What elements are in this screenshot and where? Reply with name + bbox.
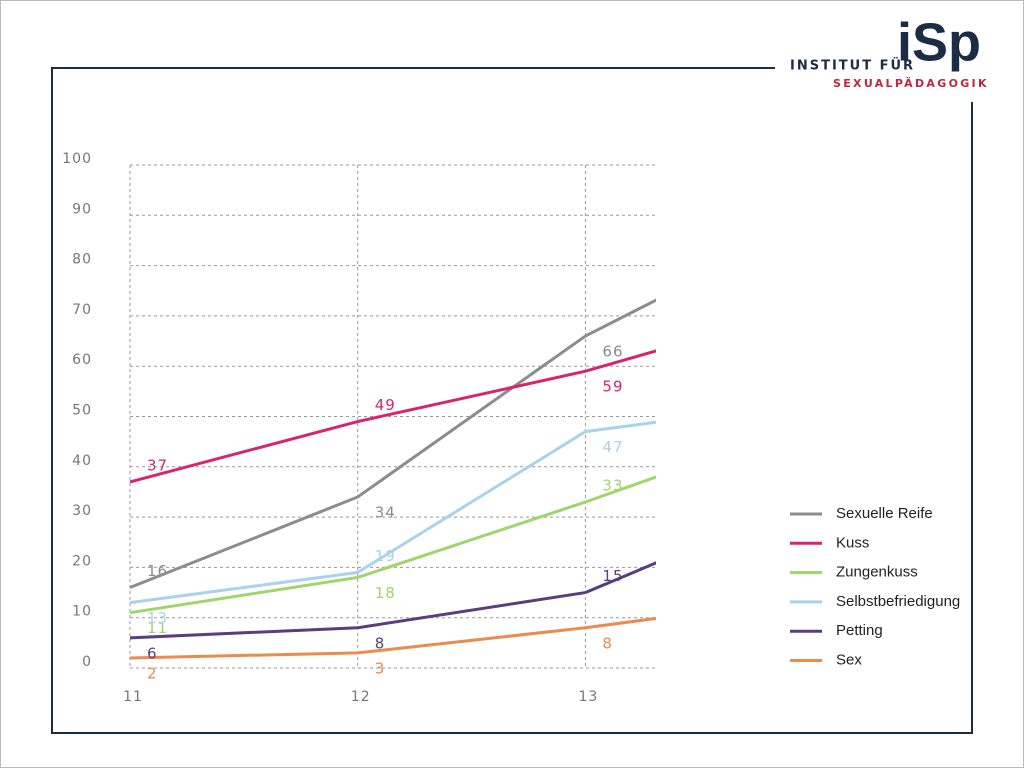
logo-line2: SEXUALPÄDAGOGIK — [833, 76, 989, 90]
data-label: 15 — [602, 567, 623, 585]
y-tick-label: 30 — [72, 503, 92, 519]
series-line — [129, 349, 656, 484]
data-label: 3 — [375, 659, 386, 677]
legend-label: Kuss — [836, 534, 869, 551]
y-tick-label: 50 — [72, 403, 92, 419]
data-label: 66 — [602, 343, 623, 361]
y-tick-label: 40 — [72, 453, 92, 469]
data-label: 13 — [147, 609, 168, 627]
data-label: 59 — [602, 378, 623, 396]
y-tick-label: 60 — [72, 352, 92, 368]
series-line — [129, 561, 656, 640]
y-tick-label: 70 — [72, 302, 92, 318]
x-tick-label: 13 — [578, 689, 598, 705]
y-tick-label: 20 — [72, 553, 92, 569]
x-tick-label: 12 — [351, 689, 371, 705]
y-tick-label: 0 — [82, 654, 92, 670]
y-tick-label: 100 — [62, 151, 92, 167]
data-label: 37 — [147, 456, 168, 474]
data-label: 47 — [602, 438, 623, 456]
data-label: 2 — [147, 664, 158, 682]
legend-label: Sexuelle Reife — [836, 505, 933, 522]
y-tick-label: 10 — [72, 604, 92, 620]
data-label: 18 — [375, 584, 396, 602]
series-line — [129, 475, 656, 615]
legend-label: Petting — [836, 622, 883, 639]
data-label: 6 — [147, 644, 158, 662]
legend-label: Sex — [836, 651, 862, 668]
y-tick-label: 90 — [72, 201, 92, 217]
x-tick-label: 11 — [123, 689, 143, 705]
series-line — [129, 420, 656, 605]
data-label: 49 — [375, 396, 396, 414]
plot-area — [129, 298, 656, 660]
legend-label: Selbstbefriedigung — [836, 593, 960, 610]
data-label: 11 — [147, 619, 168, 637]
logo-mark: iSp — [897, 12, 981, 72]
series-line — [129, 298, 656, 589]
data-label: 8 — [602, 634, 613, 652]
logo-line1: INSTITUT FÜR — [790, 58, 915, 74]
y-tick-label: 80 — [72, 252, 92, 268]
data-label: 16 — [147, 562, 168, 580]
frame — [51, 67, 973, 734]
data-label: 33 — [602, 477, 623, 495]
series-line — [129, 616, 656, 660]
data-label: 34 — [375, 503, 396, 521]
data-label: 19 — [375, 547, 396, 565]
data-label: 8 — [375, 634, 386, 652]
legend-label: Zungenkuss — [836, 564, 918, 581]
